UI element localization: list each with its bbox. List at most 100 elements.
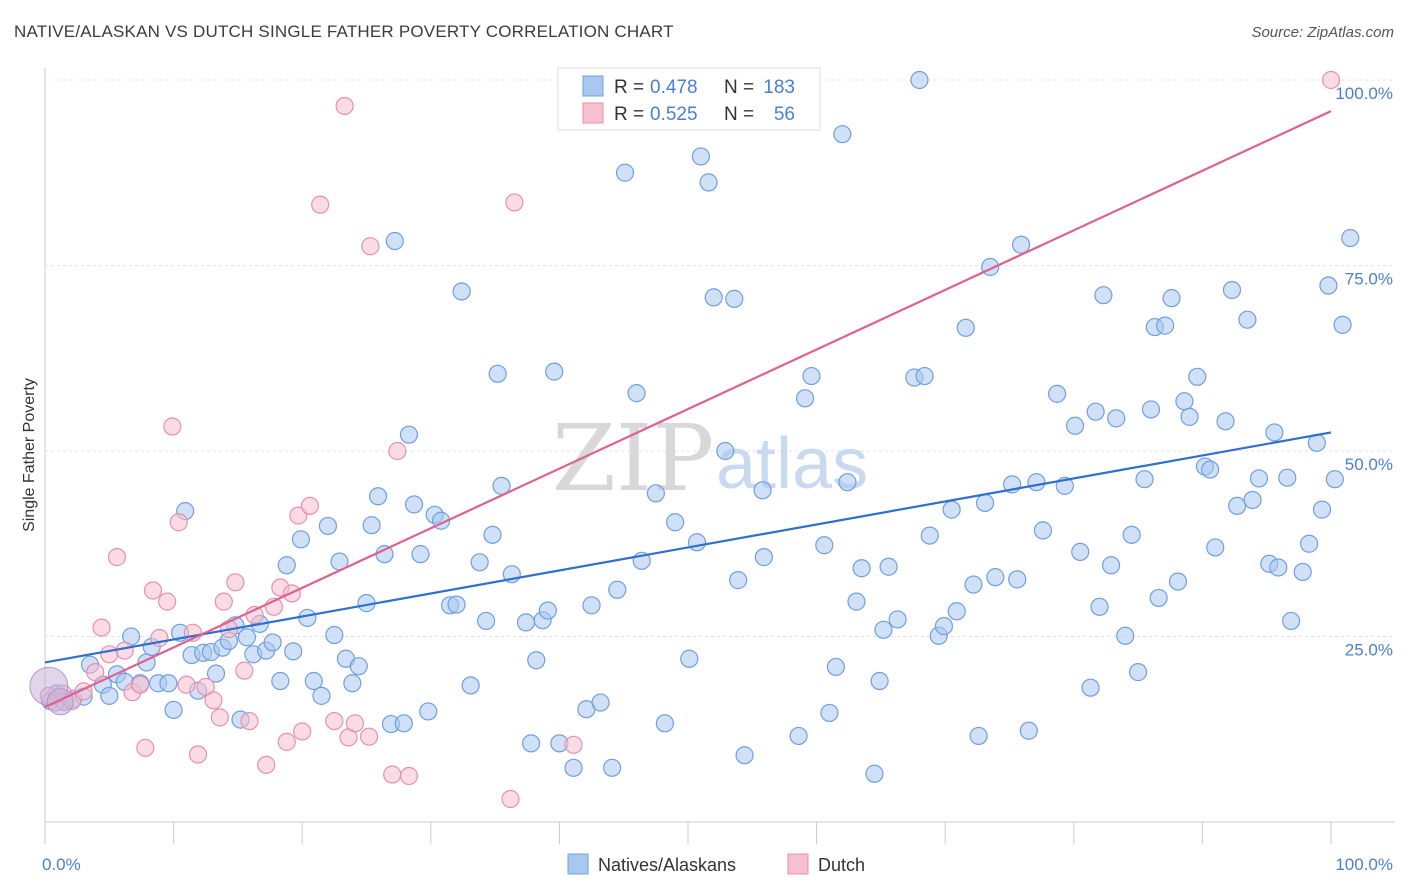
point-0-175 (1319, 276, 1338, 295)
legend-r-value-1: 0.525 (650, 104, 698, 125)
bottom-legend-label-1: Dutch (818, 855, 865, 875)
point-0-109 (865, 764, 884, 783)
cluster-point-1 (46, 688, 74, 716)
point-0-23 (206, 664, 226, 683)
point-1-51 (1321, 70, 1341, 90)
point-0-124 (969, 726, 988, 746)
point-0-145 (1122, 525, 1141, 544)
watermark-zip: ZIP (552, 405, 714, 512)
point-0-136 (1065, 416, 1085, 435)
point-0-47 (362, 516, 381, 535)
point-1-17 (169, 513, 188, 532)
point-0-61 (452, 282, 471, 301)
point-0-73 (538, 601, 557, 620)
point-0-102 (815, 536, 834, 555)
point-0-134 (1047, 384, 1067, 403)
point-1-13 (143, 581, 163, 600)
point-0-163 (1238, 310, 1257, 329)
point-0-176 (1325, 470, 1344, 489)
point-0-141 (1094, 286, 1113, 305)
point-0-45 (349, 657, 368, 676)
point-0-108 (852, 559, 871, 578)
point-1-48 (501, 789, 520, 809)
point-1-12 (136, 738, 155, 757)
point-0-168 (1269, 558, 1288, 577)
point-0-51 (385, 231, 404, 251)
bottom-legend-label-0: Natives/Alaskans (598, 855, 736, 875)
point-1-9 (115, 641, 134, 660)
point-0-169 (1278, 468, 1297, 487)
point-0-104 (826, 657, 845, 677)
point-0-40 (318, 516, 338, 536)
legend-n-value-1: 56 (774, 104, 795, 125)
point-0-37 (298, 608, 317, 628)
y-tick-label-1: 50.0% (1345, 455, 1393, 474)
point-0-62 (461, 676, 480, 695)
point-1-8 (107, 548, 127, 567)
point-0-60 (447, 595, 466, 614)
legend-r-value-0: 0.478 (650, 77, 698, 98)
point-1-5 (86, 663, 105, 682)
point-0-177 (1333, 315, 1352, 334)
point-1-6 (92, 618, 111, 637)
series-0 (41, 70, 1360, 783)
point-1-27 (235, 661, 254, 680)
legend-swatch-1 (582, 102, 604, 124)
trend-line-0 (44, 431, 1332, 664)
point-0-132 (1027, 473, 1046, 492)
y-tick-label-0: 25.0% (1345, 641, 1393, 660)
point-0-41 (325, 625, 344, 645)
point-0-91 (699, 173, 718, 192)
y-tick-labels: 25.0% 50.0% 75.0% 100.0% (1335, 84, 1393, 660)
point-0-146 (1128, 663, 1148, 682)
point-0-152 (1162, 289, 1181, 308)
point-0-122 (956, 318, 975, 337)
point-1-40 (335, 96, 354, 116)
point-0-148 (1141, 400, 1161, 419)
point-0-120 (942, 500, 961, 519)
point-0-159 (1206, 538, 1225, 557)
point-0-137 (1071, 542, 1090, 562)
point-0-119 (934, 617, 954, 636)
point-0-15 (159, 674, 178, 693)
point-0-38 (304, 671, 323, 691)
point-0-127 (986, 568, 1005, 587)
point-0-95 (729, 571, 748, 590)
y-tick-label-3: 100.0% (1335, 84, 1393, 103)
point-1-45 (383, 765, 402, 784)
point-0-155 (1180, 407, 1199, 426)
y-tick-label-2: 75.0% (1345, 270, 1393, 289)
point-1-38 (311, 195, 330, 214)
point-1-7 (100, 645, 119, 664)
point-0-133 (1033, 521, 1053, 540)
point-0-156 (1188, 367, 1207, 386)
point-0-56 (419, 702, 438, 721)
point-0-74 (545, 362, 564, 381)
point-0-115 (910, 70, 929, 90)
point-0-143 (1107, 409, 1126, 428)
point-0-99 (789, 726, 808, 746)
point-0-54 (404, 495, 424, 514)
legend-n-value-0: 183 (763, 77, 795, 98)
point-0-110 (870, 671, 889, 691)
point-0-7 (100, 686, 119, 705)
point-1-23 (210, 708, 229, 727)
point-0-160 (1216, 412, 1235, 431)
point-0-170 (1282, 611, 1301, 631)
point-0-162 (1228, 496, 1247, 516)
point-1-18 (177, 675, 196, 694)
top-legend: R = 0.478 N = 183 R = 0.525 N = 56 (557, 67, 821, 131)
point-0-69 (516, 613, 536, 632)
point-0-174 (1312, 500, 1332, 519)
data-points (29, 70, 1360, 809)
point-0-48 (368, 487, 388, 506)
point-0-116 (915, 366, 934, 386)
point-0-78 (582, 596, 601, 615)
point-0-86 (655, 714, 674, 733)
point-1-15 (158, 592, 177, 611)
point-0-93 (716, 441, 735, 461)
point-1-16 (163, 417, 182, 436)
point-0-89 (687, 533, 707, 552)
x-tick-label-1: 100.0% (1335, 855, 1393, 874)
point-0-98 (754, 548, 773, 567)
